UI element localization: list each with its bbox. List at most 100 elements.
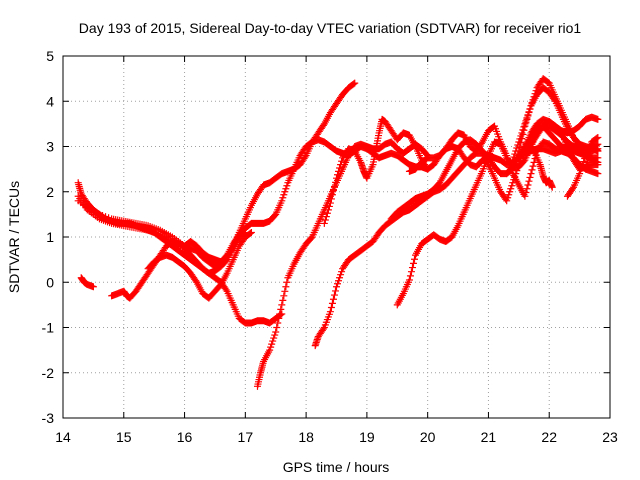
data-point: [280, 292, 288, 300]
data-point: [526, 105, 534, 113]
data-point: [331, 287, 339, 295]
data-point: [511, 150, 519, 158]
data-point: [577, 167, 585, 175]
data-point: [282, 185, 290, 193]
data-point: [277, 305, 285, 313]
y-tick-label: 3: [46, 139, 54, 155]
data-point: [324, 206, 332, 214]
data-point: [525, 177, 533, 185]
series-arc-16: [530, 147, 556, 191]
data-point: [275, 314, 283, 322]
data-point: [510, 153, 518, 161]
data-point: [335, 167, 343, 175]
data-point: [520, 123, 528, 131]
x-axis-label: GPS time / hours: [283, 459, 390, 475]
data-point: [280, 191, 288, 199]
data-point: [529, 162, 537, 170]
data-point: [102, 213, 110, 221]
data-point: [524, 111, 532, 119]
data-point: [222, 286, 230, 294]
data-point: [521, 120, 529, 128]
data-point: [338, 268, 346, 276]
data-point: [594, 154, 602, 162]
data-point: [503, 197, 511, 205]
data-point: [271, 331, 279, 339]
data-point: [333, 283, 340, 291]
y-tick-label: 0: [46, 274, 54, 290]
data-point: [283, 278, 291, 286]
y-tick-label: 2: [46, 184, 54, 200]
data-point: [281, 287, 289, 295]
data-point: [506, 161, 514, 169]
data-point: [548, 183, 556, 191]
data-point: [408, 264, 416, 272]
data-point: [510, 162, 518, 170]
data-point: [282, 283, 290, 291]
data-point: [322, 213, 330, 221]
series-arc-5: [108, 228, 249, 302]
data-point: [594, 147, 602, 155]
y-tick-label: -2: [42, 365, 55, 381]
x-tick-label: 20: [420, 429, 436, 445]
data-point: [105, 214, 113, 222]
series-arc-17: [563, 133, 602, 200]
y-tick-label: 5: [46, 48, 54, 64]
data-point: [89, 208, 97, 216]
data-point: [514, 141, 522, 149]
data-point: [281, 188, 289, 196]
data-point: [581, 155, 589, 163]
data-point: [594, 140, 602, 148]
data-point: [580, 158, 588, 166]
data-point: [321, 216, 329, 224]
data-point: [515, 138, 523, 146]
data-point: [333, 174, 340, 182]
data-point: [320, 219, 328, 227]
data-point: [270, 334, 278, 342]
data-point: [519, 126, 527, 134]
data-point: [523, 185, 531, 193]
data-point: [272, 328, 280, 336]
data-point: [326, 199, 334, 207]
data-point: [99, 212, 107, 220]
data-point: [273, 324, 281, 331]
data-point: [283, 182, 291, 190]
data-point: [525, 108, 533, 116]
x-tick-label: 21: [481, 429, 497, 445]
x-tick-label: 22: [541, 429, 557, 445]
data-point: [337, 271, 345, 279]
data-point: [327, 195, 335, 203]
data-point: [594, 133, 602, 141]
data-point: [509, 156, 517, 164]
data-point: [328, 191, 336, 199]
x-tick-label: 16: [177, 429, 193, 445]
data-point: [569, 185, 577, 193]
data-point: [338, 157, 346, 165]
data-point: [328, 299, 336, 307]
data-point: [301, 153, 309, 161]
data-point: [509, 165, 517, 173]
data-point: [336, 274, 344, 282]
series-arc-6: [144, 228, 255, 302]
data-point: [527, 170, 535, 178]
data-point: [279, 296, 287, 304]
data-point: [246, 229, 254, 237]
data-point: [521, 192, 529, 200]
series-arc-14: [509, 84, 602, 164]
data-point: [278, 301, 286, 309]
data-points: [74, 75, 602, 390]
data-point: [92, 209, 100, 217]
chart-title: Day 193 of 2015, Sidereal Day-to-day VTE…: [79, 20, 582, 36]
data-point: [594, 161, 602, 169]
data-point: [524, 181, 532, 189]
data-point: [410, 255, 418, 263]
y-tick-label: -3: [42, 410, 55, 426]
y-tick-label: 4: [46, 93, 54, 109]
data-point: [323, 209, 331, 217]
data-point: [269, 337, 277, 345]
data-point: [578, 164, 586, 172]
data-point: [330, 182, 338, 190]
data-point: [503, 152, 511, 160]
data-point: [550, 96, 558, 104]
